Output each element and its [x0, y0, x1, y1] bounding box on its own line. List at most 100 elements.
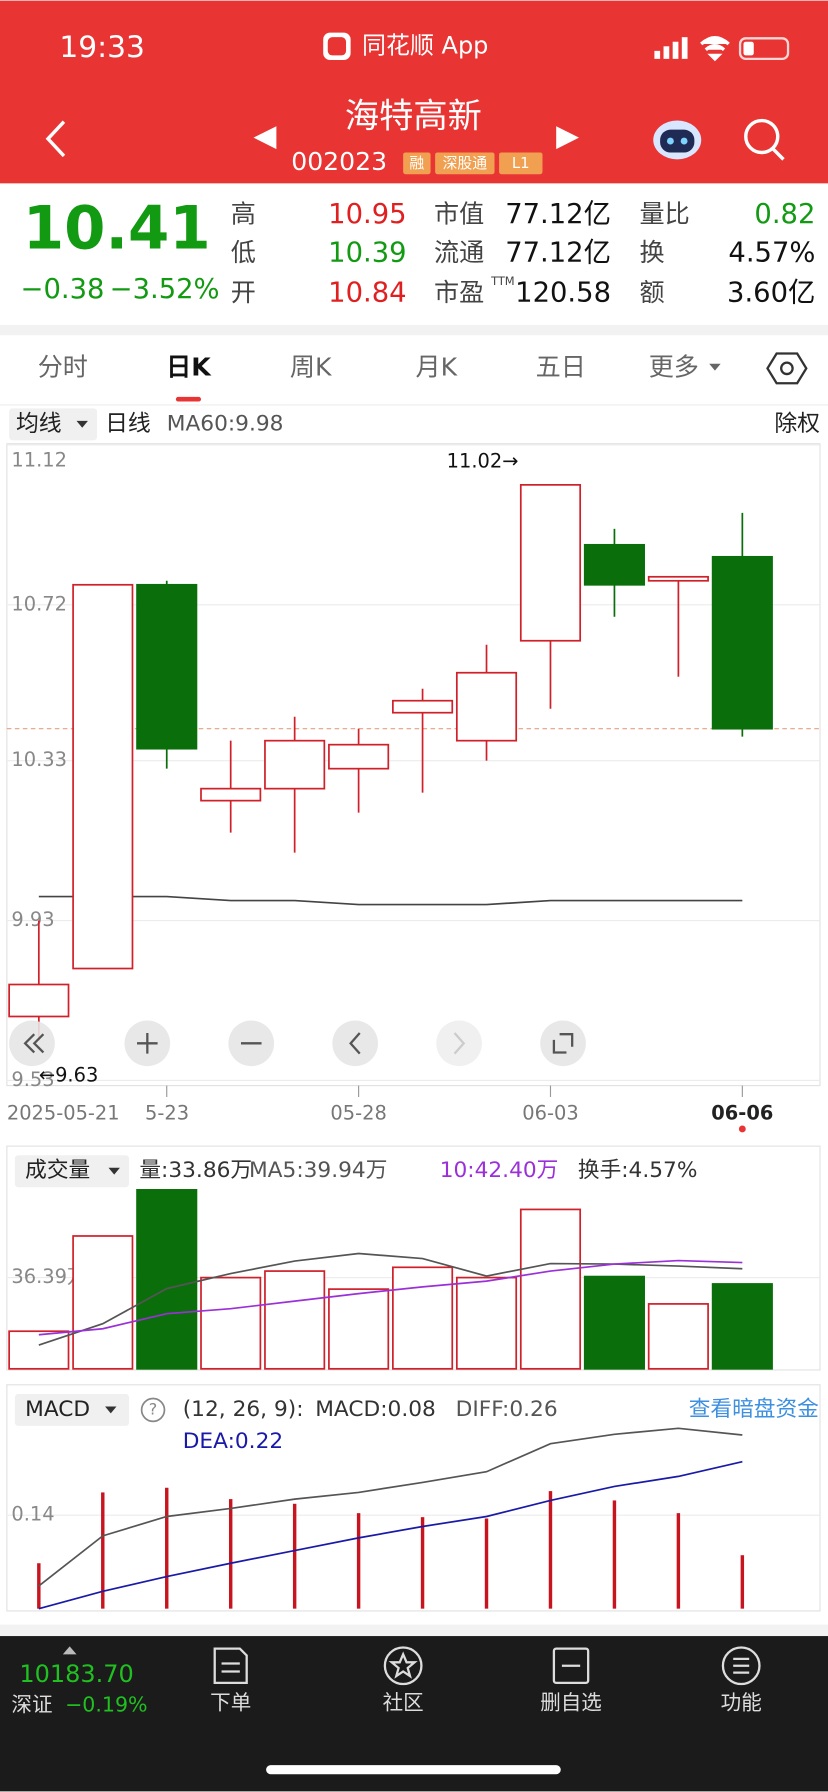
tag: 深股通	[443, 155, 488, 172]
macd-bar	[676, 1513, 681, 1609]
volume-bar	[647, 1303, 709, 1370]
candle-body	[519, 483, 582, 642]
menu-bg[interactable]	[14, 1393, 130, 1426]
ma-line	[38, 1259, 743, 1336]
nav-item[interactable]: 删自选	[540, 1690, 602, 1714]
legend: DIFF:0.26	[456, 1397, 558, 1422]
tag: 融	[409, 155, 424, 172]
macd-bar	[420, 1517, 425, 1609]
legend: 量:33.86万	[139, 1158, 252, 1183]
candle-body	[647, 575, 709, 582]
legend: 10:42.40万	[440, 1158, 559, 1183]
dropdown-arrow	[76, 420, 88, 428]
adjust[interactable]: 除权	[774, 411, 820, 437]
y-tick-label: 9.93	[11, 908, 54, 931]
ma-line	[38, 1252, 743, 1346]
macd-menu[interactable]: MACD	[25, 1397, 90, 1422]
stat-value: 10.95	[328, 199, 406, 230]
volume-bar	[136, 1189, 198, 1370]
volume-menu[interactable]: 成交量	[25, 1158, 90, 1183]
candle-body	[8, 983, 70, 1018]
stat-value: 3.60亿	[727, 278, 815, 309]
candle-body	[264, 739, 326, 790]
params: (12, 26, 9):	[183, 1397, 304, 1422]
next-stock[interactable]	[556, 126, 580, 150]
macd-line	[38, 1427, 743, 1587]
legend: MA5:39.94万	[249, 1158, 387, 1183]
search-icon[interactable]	[744, 118, 785, 161]
expand-arrow[interactable]	[62, 1646, 77, 1655]
x-tick-label: 5-23	[145, 1102, 189, 1125]
candle-body	[392, 699, 454, 714]
tab[interactable]: 日K	[166, 352, 212, 381]
help[interactable]: ?	[149, 1399, 157, 1418]
y-tick-label: 36.39万	[11, 1265, 86, 1288]
wifi-icon	[700, 36, 730, 62]
stat-label: 市盈	[434, 278, 484, 307]
ma-menu-bg[interactable]	[9, 408, 98, 441]
dropdown-arrow	[709, 363, 721, 371]
ma-menu[interactable]: 均线	[16, 411, 62, 437]
candle-body	[455, 671, 518, 742]
macd-bar	[228, 1499, 233, 1609]
tab[interactable]: 周K	[290, 352, 332, 381]
stat-label: 开	[231, 278, 256, 307]
stock-code: 002023	[291, 147, 387, 176]
macd-bar	[292, 1503, 297, 1609]
volume-bar	[8, 1330, 70, 1370]
tab[interactable]: 分时	[38, 352, 88, 381]
volume-bar	[392, 1266, 454, 1370]
stat-value: 10.39	[328, 238, 406, 269]
macd-bar	[356, 1513, 361, 1609]
stock-name: 海特高新	[345, 97, 482, 137]
candle-body	[72, 583, 134, 970]
volume-bar	[264, 1270, 326, 1370]
candle-body	[583, 543, 645, 586]
stat-value: 0.82	[754, 199, 815, 230]
stat-value: 120.58	[515, 278, 611, 309]
nav-item[interactable]: 功能	[721, 1690, 762, 1714]
tab[interactable]: 月K	[415, 352, 457, 381]
tab[interactable]: 五日	[536, 352, 586, 381]
tag: L1	[512, 155, 530, 172]
dark-pool-link[interactable]: 查看暗盘资金	[689, 1397, 819, 1422]
y-tick-label: 11.12	[11, 448, 67, 471]
stat-value: 77.12亿	[505, 238, 611, 269]
macd-panel	[6, 1384, 821, 1612]
chart-controls	[9, 1020, 586, 1067]
settings-icon[interactable]	[766, 352, 808, 385]
index-name: 深证	[11, 1693, 52, 1717]
menu-bg[interactable]	[14, 1155, 130, 1188]
stat-label: 流通	[434, 238, 484, 267]
nav-item[interactable]: 社区	[383, 1690, 424, 1714]
change-pct: −3.52%	[110, 274, 220, 305]
stat-sup: TTM	[490, 274, 515, 288]
nav-item[interactable]: 下单	[210, 1690, 251, 1714]
volume-bar	[583, 1275, 645, 1370]
y-tick-label: 9.53	[11, 1068, 54, 1091]
stat-label: 换	[640, 238, 665, 267]
legend: DEA:0.22	[183, 1429, 283, 1454]
tab[interactable]: 更多	[649, 352, 699, 381]
volume-bar	[711, 1283, 773, 1370]
y-tick-label: 0.14	[11, 1503, 54, 1526]
change: −0.38	[21, 274, 105, 305]
signal-icon	[654, 37, 688, 59]
help-icon[interactable]	[140, 1397, 166, 1423]
candle-body	[711, 555, 773, 730]
macd-bar	[548, 1491, 553, 1609]
battery-level	[743, 41, 754, 56]
stat-label: 量比	[640, 199, 690, 228]
index-value: 10183.70	[19, 1660, 133, 1688]
x-tick-label: 06-06	[711, 1102, 773, 1125]
y-tick-label: 10.72	[11, 592, 67, 615]
volume-bar	[200, 1276, 262, 1370]
tag-bg	[499, 152, 543, 175]
ma-legend: MA60:9.98	[167, 411, 284, 436]
candle-body	[136, 583, 198, 750]
prev-stock[interactable]	[253, 126, 277, 150]
assistant-icon[interactable]	[653, 120, 702, 160]
stat-label: 低	[231, 238, 256, 267]
back-button[interactable]	[45, 120, 66, 158]
